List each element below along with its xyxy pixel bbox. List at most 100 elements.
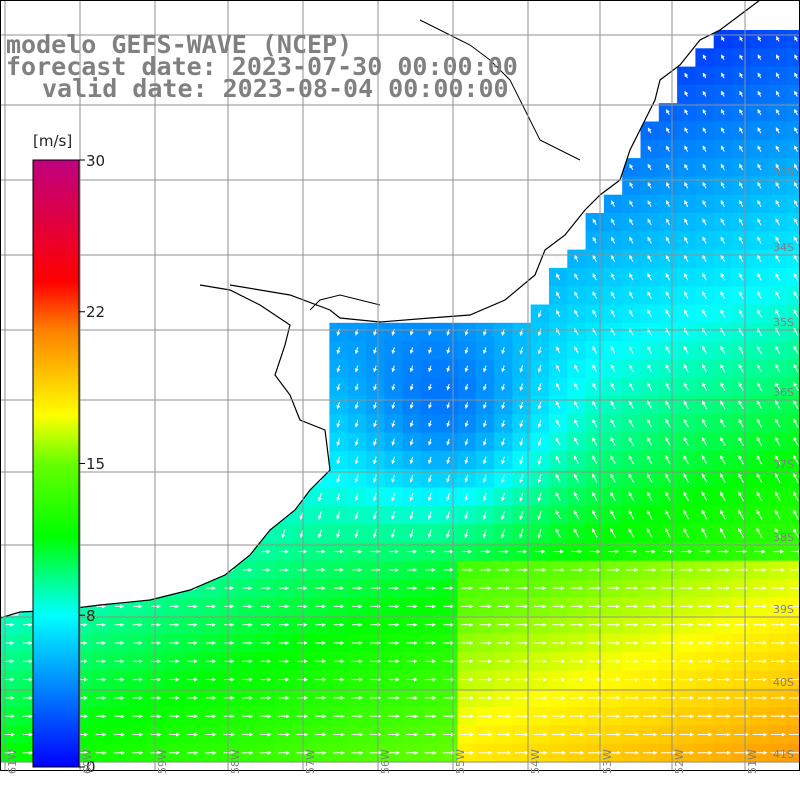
wind-arrow [666,181,670,189]
wind-arrow [757,108,762,116]
wind-arrow [793,254,799,263]
colorbar-gradient [32,159,80,768]
wind-arrow [720,272,726,281]
wind-arrow [794,90,798,97]
field-cell [786,286,800,306]
wind-arrow [739,54,744,60]
wind-arrow [757,145,762,152]
wind-arrow [611,218,616,226]
field-cell [786,249,800,269]
wind-arrow [720,181,725,189]
wind-arrow [757,272,762,281]
longitude-label: 54W [529,749,542,774]
wind-arrow [739,127,744,134]
wind-arrow [684,200,689,207]
wind-arrow [629,218,634,226]
wind-arrow [647,181,652,189]
field-cell [786,213,800,232]
wind-arrow [757,254,762,263]
wind-arrow [739,163,744,171]
colorbar-tick-label: 15 [86,455,106,473]
field-cell [786,487,800,507]
field-cell [786,176,800,196]
wind-arrow [739,108,743,116]
wind-arrow [684,181,689,189]
wind-arrow [611,200,615,207]
wind-arrow [684,236,689,244]
wind-arrow [556,273,561,281]
wind-arrow [611,236,616,244]
wind-arrow [665,218,670,226]
wind-arrow [684,72,689,79]
field-cell [786,194,800,214]
wind-arrow [666,109,670,116]
field-cell [786,359,800,379]
wind-arrow [592,236,597,244]
wind-arrow [794,108,798,116]
wind-arrow [775,181,780,189]
latitude-label: 34S [773,241,794,254]
wind-arrow [775,145,780,152]
field-cell [786,66,800,86]
longitude-label: 51W [746,749,759,774]
wind-arrow [757,54,762,61]
wind-arrow [647,127,652,134]
wind-arrow [702,200,707,207]
field-cell [786,267,800,287]
wind-arrow [776,36,780,42]
wind-arrow [665,236,671,244]
wind-arrow [666,127,670,134]
wind-arrow [574,273,579,281]
wind-arrow [629,182,634,189]
wind-arrow [592,273,597,281]
wind-arrow [610,273,616,281]
latitude-label: 33S [773,166,794,179]
wind-arrow [757,72,762,79]
wind-arrow [684,163,689,171]
colorbar [32,159,85,768]
wind-arrow [629,200,634,207]
wind-arrow [738,272,744,281]
wind-arrow [647,218,652,226]
wind-arrow [794,145,799,152]
wind-arrow [702,127,707,134]
wind-arrow [739,200,744,208]
wind-arrow [647,200,652,207]
field-cell [786,341,800,360]
longitude-label: 61W [6,749,19,774]
wind-arrow [721,90,725,97]
wind-arrow [702,218,707,226]
wind-vectors [4,36,800,755]
wind-arrow [647,163,652,171]
wind-arrow [793,181,799,189]
latitude-label: 36S [773,386,794,399]
wind-arrow [794,36,799,42]
wind-arrow [702,90,707,97]
latitude-label: 41S [773,748,794,761]
wind-arrow [721,36,725,42]
colorbar-unit: [m/s] [33,132,73,150]
wind-arrow [629,236,634,244]
longitude-label: 56W [379,749,392,774]
wind-arrow [739,181,744,189]
wind-arrow [775,90,780,97]
wind-arrow [757,181,762,189]
wind-arrow [757,127,762,134]
wind-arrow [592,254,597,262]
wind-arrow [793,236,799,244]
colorbar-tick-label: 30 [86,152,106,170]
wind-arrow [738,236,744,244]
wind-arrow [684,90,689,97]
latitude-label: 39S [773,603,794,616]
colorbar-tick-label: 22 [86,303,106,321]
wind-arrow [775,218,780,226]
field-cell [786,231,800,251]
wind-arrow [757,90,762,97]
wind-arrow [738,254,744,263]
wind-arrow [775,254,780,263]
wind-arrow [684,145,689,152]
field-cell [786,139,800,159]
wind-arrow [720,163,725,171]
wind-arrow [647,254,652,263]
